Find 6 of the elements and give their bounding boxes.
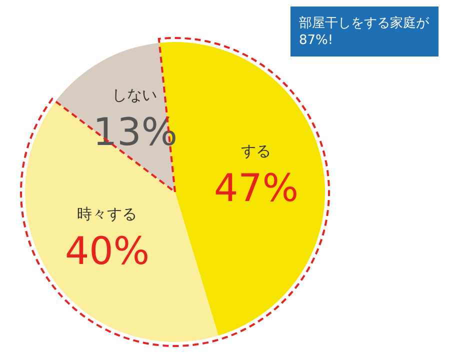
slice-label: しない [112,86,157,104]
data-label: 40% [65,229,150,273]
slice-label: 時々する [77,205,137,223]
data-label: 47% [214,166,298,210]
text: 部屋干しをする家庭が 87%! [299,15,430,48]
slice-label: する [241,142,271,160]
